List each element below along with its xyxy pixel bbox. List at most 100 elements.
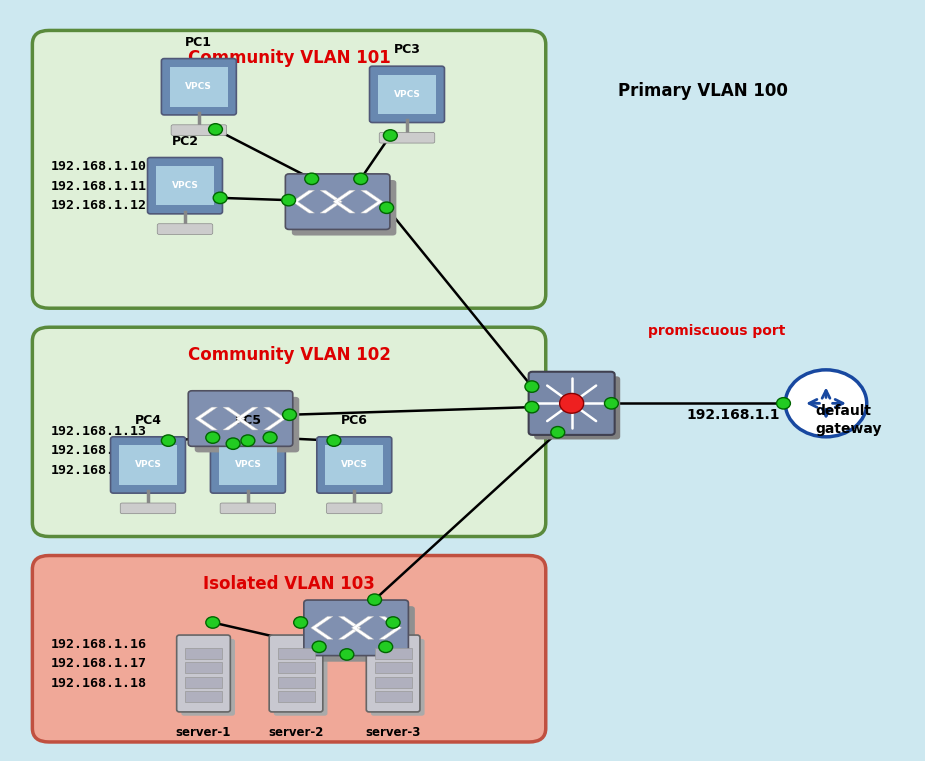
FancyBboxPatch shape [155,166,215,205]
FancyBboxPatch shape [170,67,228,107]
Text: VPCS: VPCS [234,460,262,470]
Text: VPCS: VPCS [185,82,213,91]
Circle shape [387,616,400,629]
FancyBboxPatch shape [370,66,445,123]
FancyBboxPatch shape [529,372,614,435]
FancyBboxPatch shape [327,503,382,514]
Polygon shape [236,407,258,430]
FancyBboxPatch shape [181,639,235,715]
FancyBboxPatch shape [32,556,546,742]
Bar [278,648,315,659]
Circle shape [777,398,790,409]
Bar [375,648,412,659]
Circle shape [304,174,318,185]
Polygon shape [361,190,383,213]
Text: server-1: server-1 [176,726,231,740]
Text: 192.168.1.10
192.168.1.11
192.168.1.12: 192.168.1.10 192.168.1.11 192.168.1.12 [51,161,147,212]
FancyBboxPatch shape [303,600,409,656]
Circle shape [282,195,296,205]
Text: PC3: PC3 [393,43,421,56]
FancyBboxPatch shape [118,445,178,485]
Polygon shape [292,190,315,213]
Circle shape [525,381,538,393]
FancyBboxPatch shape [211,437,285,493]
Bar [375,662,412,673]
Circle shape [264,432,278,443]
FancyBboxPatch shape [316,437,392,493]
Circle shape [353,174,368,185]
FancyBboxPatch shape [220,503,276,514]
Circle shape [294,616,307,629]
Bar [278,677,315,688]
Text: PC4: PC4 [134,414,162,427]
FancyBboxPatch shape [189,391,292,446]
FancyBboxPatch shape [161,59,237,115]
FancyBboxPatch shape [177,635,230,712]
Bar [185,662,222,673]
FancyBboxPatch shape [269,635,323,712]
Polygon shape [320,190,342,213]
Text: Community VLAN 101: Community VLAN 101 [188,49,390,68]
FancyBboxPatch shape [157,224,213,234]
Text: server-2: server-2 [268,726,324,740]
Circle shape [240,435,255,446]
Circle shape [379,202,394,214]
FancyBboxPatch shape [32,30,546,308]
Polygon shape [339,616,361,639]
Polygon shape [333,190,355,213]
Bar [185,691,222,702]
Circle shape [379,641,393,653]
FancyBboxPatch shape [326,445,384,485]
Polygon shape [352,616,374,639]
Circle shape [313,641,326,653]
Bar [185,677,222,688]
Text: PC5: PC5 [234,414,262,427]
FancyBboxPatch shape [535,377,620,440]
Circle shape [283,409,296,420]
FancyBboxPatch shape [111,437,185,493]
Circle shape [525,402,538,412]
Bar [278,691,315,702]
Circle shape [368,594,382,606]
Circle shape [605,398,619,409]
Text: VPCS: VPCS [340,460,368,470]
FancyBboxPatch shape [311,606,414,662]
Text: PC1: PC1 [185,36,213,49]
Circle shape [785,370,867,437]
Text: Community VLAN 102: Community VLAN 102 [188,346,390,365]
Text: VPCS: VPCS [393,90,421,99]
Circle shape [340,648,353,660]
Bar [185,648,222,659]
Text: server-3: server-3 [365,726,421,740]
FancyBboxPatch shape [366,635,420,712]
Circle shape [208,123,222,135]
FancyBboxPatch shape [148,158,223,214]
Text: PC6: PC6 [340,414,368,427]
Bar [375,691,412,702]
Polygon shape [264,407,286,430]
FancyBboxPatch shape [171,125,227,135]
Circle shape [327,435,340,446]
Circle shape [213,193,228,204]
FancyBboxPatch shape [285,174,390,230]
Polygon shape [311,616,333,639]
Text: Primary VLAN 100: Primary VLAN 100 [618,82,788,100]
FancyBboxPatch shape [120,503,176,514]
Polygon shape [195,407,217,430]
FancyBboxPatch shape [219,445,278,485]
Circle shape [560,393,584,413]
FancyBboxPatch shape [379,132,435,143]
Text: 192.168.1.1: 192.168.1.1 [686,408,781,422]
Circle shape [205,432,220,443]
FancyBboxPatch shape [195,397,300,452]
Circle shape [205,616,220,629]
Circle shape [383,130,398,142]
FancyBboxPatch shape [377,75,437,114]
Text: Isolated VLAN 103: Isolated VLAN 103 [204,575,375,593]
Bar [278,662,315,673]
FancyBboxPatch shape [32,327,546,537]
Polygon shape [223,407,245,430]
Text: VPCS: VPCS [171,181,199,190]
Text: default
gateway: default gateway [816,404,882,436]
Text: VPCS: VPCS [134,460,162,470]
